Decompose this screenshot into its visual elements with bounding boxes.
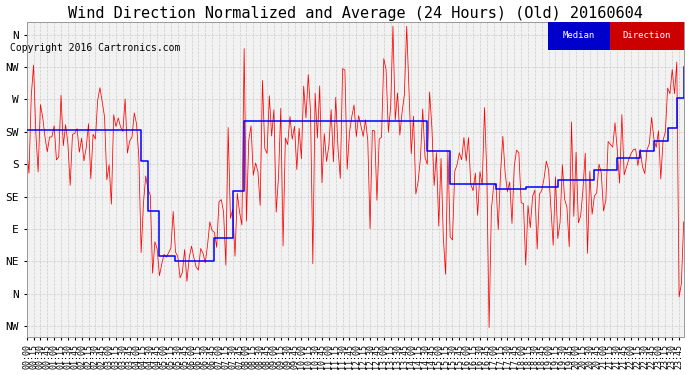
Text: Copyright 2016 Cartronics.com: Copyright 2016 Cartronics.com — [10, 43, 181, 52]
Title: Wind Direction Normalized and Average (24 Hours) (Old) 20160604: Wind Direction Normalized and Average (2… — [68, 6, 642, 21]
